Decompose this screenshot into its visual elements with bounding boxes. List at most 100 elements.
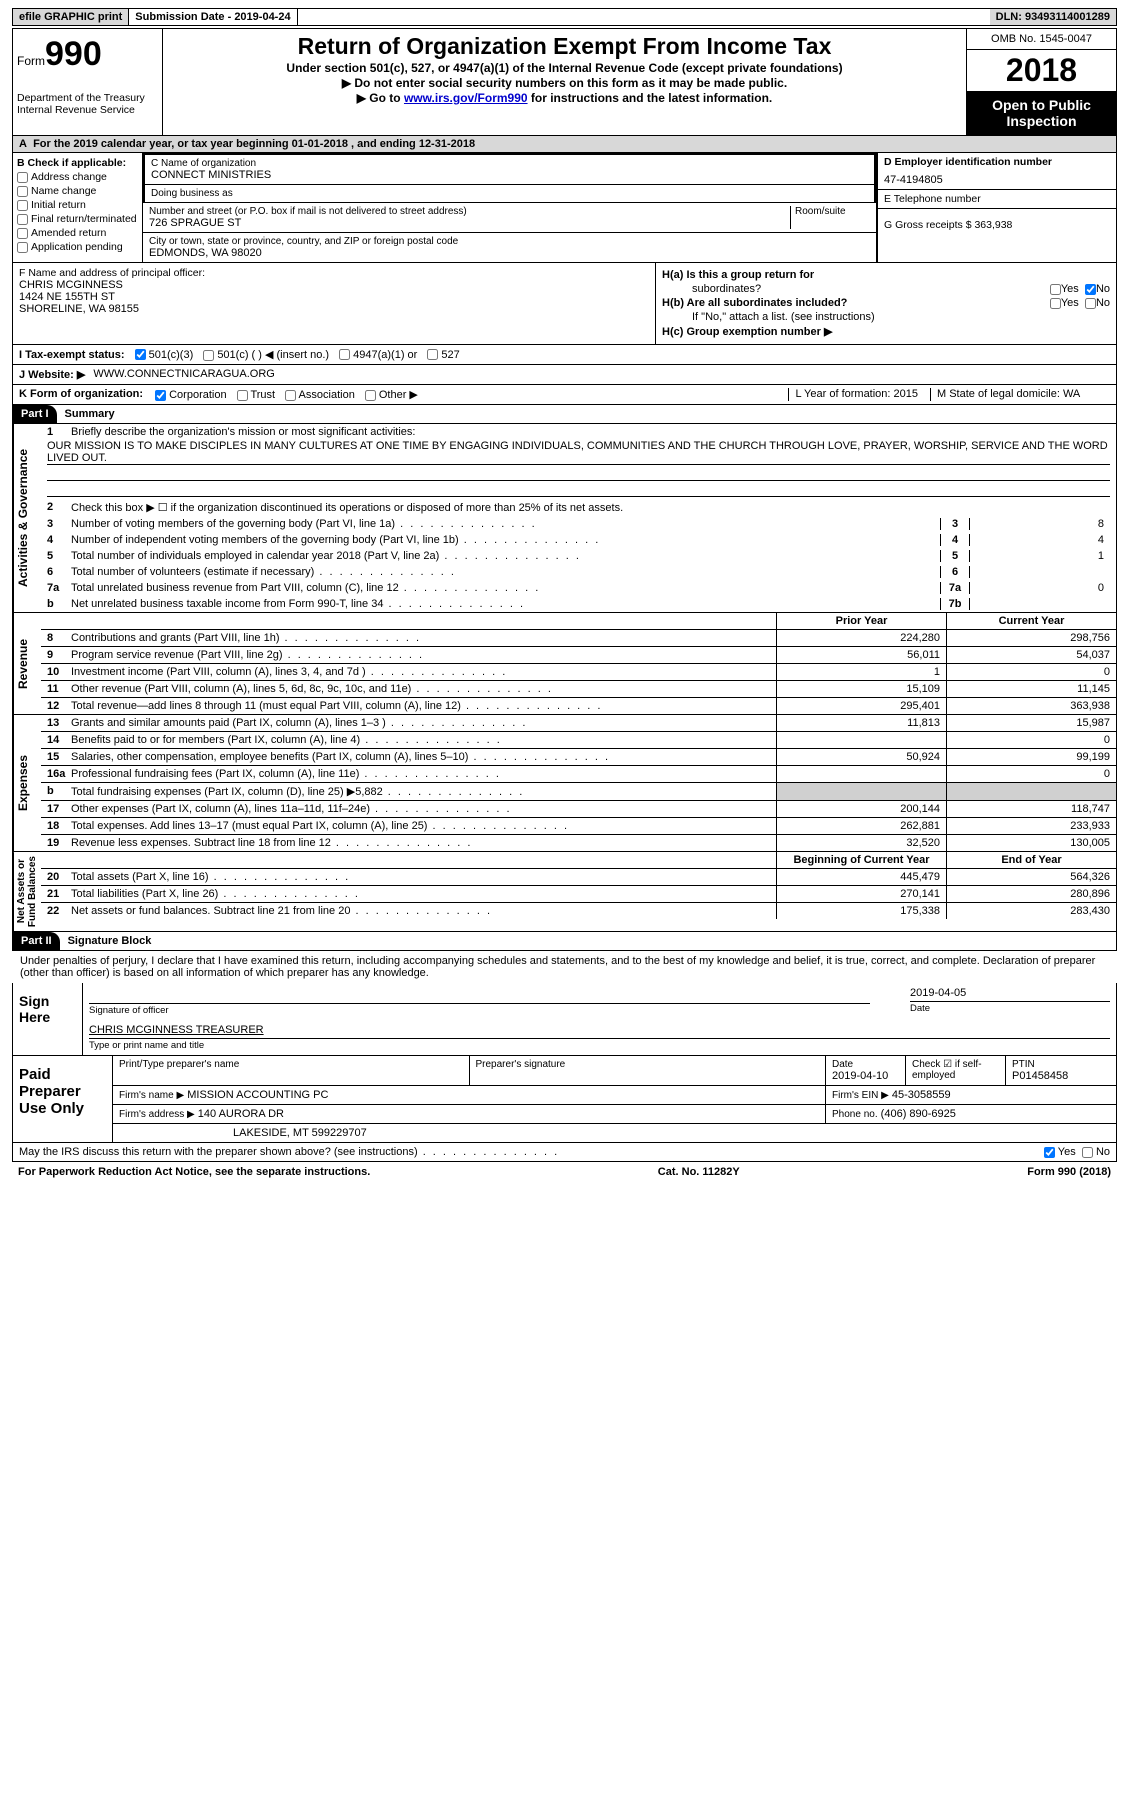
expenses-section: Expenses 13Grants and similar amounts pa… (12, 715, 1117, 852)
top-bar: efile GRAPHIC print Submission Date - 20… (12, 8, 1117, 26)
b-label: B Check if applicable: (17, 157, 138, 169)
line6-val (970, 566, 1110, 578)
fin-row-19: 19Revenue less expenses. Subtract line 1… (41, 834, 1116, 851)
discuss-yes-checkbox[interactable] (1044, 1147, 1055, 1158)
sign-here-row: Sign Here Signature of officer 2019-04-0… (12, 983, 1117, 1056)
line5-val: 1 (970, 550, 1110, 562)
i-label: I Tax-exempt status: (19, 349, 125, 361)
fin-row-21: 21Total liabilities (Part X, line 26)270… (41, 885, 1116, 902)
k-checkbox-3[interactable] (365, 390, 376, 401)
part2-header: Part II Signature Block (12, 932, 1117, 951)
fin-row-20: 20Total assets (Part X, line 16)445,4795… (41, 868, 1116, 885)
fin-row-17: 17Other expenses (Part IX, column (A), l… (41, 800, 1116, 817)
fin-row-9: 9Program service revenue (Part VIII, lin… (41, 646, 1116, 663)
line4-val: 4 (970, 534, 1110, 546)
b-checkbox-4[interactable] (17, 228, 28, 239)
hb-yes-checkbox[interactable] (1050, 298, 1061, 309)
preparer-label: Paid Preparer Use Only (13, 1056, 113, 1142)
submission-date: Submission Date - 2019-04-24 (129, 9, 297, 25)
dba-label: Doing business as (151, 188, 868, 199)
line3-val: 8 (970, 518, 1110, 530)
dln: DLN: 93493114001289 (990, 9, 1116, 25)
subtitle-1: Under section 501(c), 527, or 4947(a)(1)… (171, 61, 958, 75)
ag-vert-label: Activities & Governance (13, 424, 41, 612)
b-checkbox-3[interactable] (17, 214, 28, 225)
fin-row-b: bTotal fundraising expenses (Part IX, co… (41, 782, 1116, 800)
street-label: Number and street (or P.O. box if mail i… (149, 206, 790, 217)
m-state: M State of legal domicile: WA (930, 388, 1110, 401)
b-checkbox-1[interactable] (17, 186, 28, 197)
city-label: City or town, state or province, country… (149, 236, 870, 247)
sign-here-label: Sign Here (13, 983, 83, 1055)
section-a: A For the 2019 calendar year, or tax yea… (12, 136, 1117, 153)
discuss-row: May the IRS discuss this return with the… (12, 1143, 1117, 1162)
line2-text: Check this box ▶ ☐ if the organization d… (71, 501, 1110, 514)
ha-yes-checkbox[interactable] (1050, 284, 1061, 295)
k-checkbox-0[interactable] (155, 390, 166, 401)
line7a-val: 0 (970, 582, 1110, 594)
b-checkbox-0[interactable] (17, 172, 28, 183)
irs-link[interactable]: www.irs.gov/Form990 (404, 91, 528, 105)
subtitle-2: ▶ Do not enter social security numbers o… (171, 76, 958, 90)
discuss-no-checkbox[interactable] (1082, 1147, 1093, 1158)
sig-name-value: CHRIS MCGINNESS TREASURER (89, 1024, 1110, 1036)
website-value: WWW.CONNECTNICARAGUA.ORG (93, 368, 275, 381)
ein-label: D Employer identification number (884, 156, 1110, 168)
sig-officer-label: Signature of officer (89, 1003, 870, 1016)
inspection-badge: Open to Public Inspection (967, 91, 1116, 135)
line3-text: Number of voting members of the governin… (71, 518, 940, 530)
form-number: 990 (45, 35, 102, 73)
k-checkbox-2[interactable] (285, 390, 296, 401)
fin-row-11: 11Other revenue (Part VIII, column (A), … (41, 680, 1116, 697)
col-b: B Check if applicable: Address changeNam… (13, 153, 143, 262)
subtitle-3: ▶ Go to www.irs.gov/Form990 for instruct… (171, 91, 958, 105)
4947-checkbox[interactable] (339, 349, 350, 360)
501c3-checkbox[interactable] (135, 349, 146, 360)
discuss-text: May the IRS discuss this return with the… (19, 1146, 559, 1158)
activities-governance: Activities & Governance 1 Briefly describ… (12, 424, 1117, 613)
col-c: C Name of organization CONNECT MINISTRIE… (143, 153, 876, 262)
sig-name-label: Type or print name and title (89, 1038, 1110, 1051)
part1-num: Part I (13, 405, 57, 423)
fin-row-16a: 16aProfessional fundraising fees (Part I… (41, 765, 1116, 782)
org-name: CONNECT MINISTRIES (151, 169, 868, 181)
hb-label: H(b) Are all subordinates included? (662, 297, 847, 309)
501c-checkbox[interactable] (203, 350, 214, 361)
fin-row-18: 18Total expenses. Add lines 13–17 (must … (41, 817, 1116, 834)
b-checkbox-5[interactable] (17, 242, 28, 253)
line1-text: Briefly describe the organization's miss… (71, 426, 1110, 438)
k-checkbox-1[interactable] (237, 390, 248, 401)
revenue-section: Revenue Prior YearCurrent Year8Contribut… (12, 613, 1117, 715)
line7b-text: Net unrelated business taxable income fr… (71, 598, 940, 610)
part1-header: Part I Summary (12, 405, 1117, 424)
ha-no-checkbox[interactable] (1085, 284, 1096, 295)
line4-text: Number of independent voting members of … (71, 534, 940, 546)
b-checkbox-2[interactable] (17, 200, 28, 211)
sig-date-value: 2019-04-05 (910, 987, 1110, 999)
part2-title: Signature Block (60, 932, 160, 950)
preparer-row: Paid Preparer Use Only Print/Type prepar… (12, 1056, 1117, 1143)
fin-row-10: 10Investment income (Part VIII, column (… (41, 663, 1116, 680)
phone-label: E Telephone number (884, 193, 1110, 205)
row-j: J Website: ▶ WWW.CONNECTNICARAGUA.ORG (12, 365, 1117, 385)
line5-text: Total number of individuals employed in … (71, 550, 940, 562)
part1-title: Summary (57, 405, 123, 423)
hb-no-checkbox[interactable] (1085, 298, 1096, 309)
form-word: Form (17, 54, 45, 68)
na-vert-label: Net Assets or Fund Balances (13, 852, 41, 931)
form-title: Return of Organization Exempt From Incom… (171, 33, 958, 60)
footer-left: For Paperwork Reduction Act Notice, see … (18, 1166, 370, 1178)
fin-row-13: 13Grants and similar amounts paid (Part … (41, 715, 1116, 731)
dept-treasury: Department of the Treasury Internal Reve… (17, 92, 158, 116)
row-k: K Form of organization: Corporation Trus… (12, 385, 1117, 405)
527-checkbox[interactable] (427, 349, 438, 360)
rev-vert-label: Revenue (13, 613, 41, 714)
col-de: D Employer identification number 47-4194… (876, 153, 1116, 262)
line6-text: Total number of volunteers (estimate if … (71, 566, 940, 578)
officer-city: SHORELINE, WA 98155 (19, 303, 649, 315)
efile-label: efile GRAPHIC print (13, 9, 129, 25)
hc-label: H(c) Group exemption number ▶ (662, 325, 832, 338)
ha-label: H(a) Is this a group return for (662, 269, 814, 281)
fin-row-22: 22Net assets or fund balances. Subtract … (41, 902, 1116, 919)
sig-date-label: Date (910, 1001, 1110, 1014)
